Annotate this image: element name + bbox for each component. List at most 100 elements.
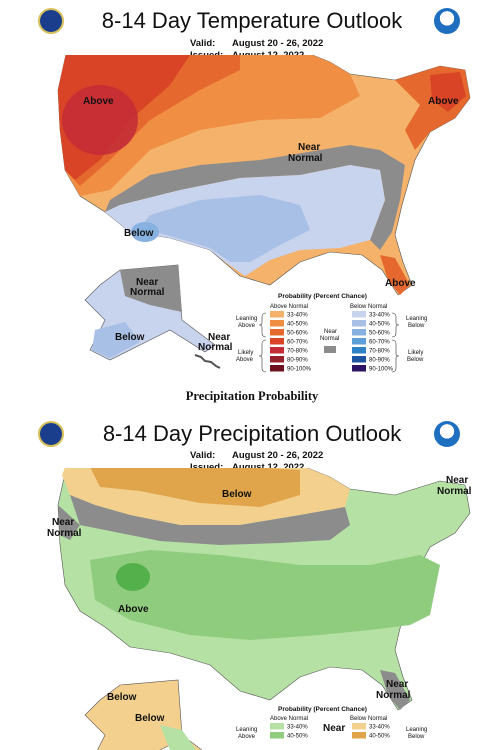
temperature-map: Above Above Near Normal Below Above Near N… <box>57 55 471 373</box>
doc-seal-icon <box>38 421 64 447</box>
alaska-near-normal <box>120 265 182 312</box>
legend-below-label: 40-50% <box>369 734 390 740</box>
legend-title: Probability (Percent Chance) <box>278 706 367 713</box>
legend-likely-below: Likely Below <box>407 350 424 363</box>
region-label-below: Below <box>222 489 252 500</box>
legend-near-swatch <box>324 346 336 353</box>
legend-leaning-below: Leaning Below <box>406 727 427 740</box>
region-label-near-normal-northeast: Near Normal <box>437 475 472 497</box>
page-title: 8-14 Day Precipitation Outlook <box>102 421 402 446</box>
region-label-above: Above <box>118 604 149 615</box>
legend-title: Probability (Percent Chance) <box>278 293 367 300</box>
legend-above-label: 60-70% <box>287 340 308 346</box>
valid-label: Valid: <box>190 38 216 49</box>
above-core <box>116 563 150 591</box>
doc-seal-icon <box>38 8 64 34</box>
legend-below-label: 33-40% <box>369 313 390 319</box>
legend-below-swatch <box>352 356 366 363</box>
legend-above-swatch <box>270 356 284 363</box>
legend-below-swatch <box>352 311 366 318</box>
region-label-near-south: Near <box>323 723 345 734</box>
region-label-above-florida: Above <box>385 278 416 289</box>
above-40-50 <box>90 550 440 640</box>
noaa-logo-icon <box>434 421 460 447</box>
normal-word: Normal <box>288 153 323 164</box>
legend-above-swatch <box>270 329 284 336</box>
region-label-above-west: Above <box>83 96 114 107</box>
legend-above-label: 90-100% <box>287 367 312 373</box>
florida-near <box>380 670 410 710</box>
region-label-alaska-below-2: Below <box>135 713 165 724</box>
below-core <box>90 468 300 507</box>
legend-below-swatch <box>352 320 366 327</box>
near-word: Near <box>298 142 320 153</box>
legend-below-label: 70-80% <box>369 349 390 355</box>
region-label-above-northeast: Above <box>428 96 459 107</box>
florida-above <box>380 255 410 295</box>
legend-leaning-below: Leaning Below <box>406 316 427 329</box>
legend-above-swatch <box>270 365 284 372</box>
below-core-2 <box>131 222 159 242</box>
near-normal-band <box>70 495 350 545</box>
legend-leaning-above: Leaning Above <box>236 316 257 329</box>
northwest-near-normal <box>58 505 80 540</box>
legend-above-swatch <box>270 347 284 354</box>
legend-above-label: 50-60% <box>287 331 308 337</box>
legend-brace-left <box>258 312 267 373</box>
legend-above-swatch <box>270 338 284 345</box>
region-label-alaska-near: Near Normal <box>130 277 165 298</box>
region-label-near-normal: Near Normal <box>288 142 323 164</box>
valid-dates: August 20 - 26, 2022 <box>232 450 324 461</box>
precipitation-legend: Probability (Percent Chance) Above Norma… <box>236 706 427 740</box>
legend-below-header: Below Normal <box>350 304 387 310</box>
legend-above-header: Above Normal <box>270 716 308 722</box>
legend-above-label: 80-90% <box>287 358 308 364</box>
legend-above-label: 70-80% <box>287 349 308 355</box>
legend-below-swatch <box>352 365 366 372</box>
page-title: 8-14 Day Temperature Outlook <box>101 8 403 33</box>
legend-below-swatch <box>352 732 366 739</box>
legend-below-swatch <box>352 723 366 730</box>
legend-above-label: 33-40% <box>287 313 308 319</box>
region-label-alaska-below: Below <box>107 692 137 703</box>
legend-above-swatch <box>270 320 284 327</box>
alaska-below-core <box>92 322 140 358</box>
separator-heading: Precipitation Probability <box>185 389 319 403</box>
legend-above-swatch <box>270 311 284 318</box>
region-label-near-normal-west: Near Normal <box>47 517 82 539</box>
valid-label: Valid: <box>190 450 216 461</box>
temperature-outlook-panel: 8-14 Day Temperature Outlook Valid: Augus… <box>38 8 471 373</box>
precipitation-map: Below Near Normal Near Normal Above Near B… <box>47 468 472 750</box>
legend-below-label: 80-90% <box>369 358 390 364</box>
legend-above-label: 33-40% <box>287 725 308 731</box>
hawaii-islands <box>194 354 221 369</box>
legend-below-swatch <box>352 347 366 354</box>
region-label-near-normal-florida: Near Normal <box>376 679 411 701</box>
near-normal-band <box>105 145 405 250</box>
legend-below-swatch <box>352 338 366 345</box>
legend-below-label: 60-70% <box>369 340 390 346</box>
precipitation-outlook-panel: 8-14 Day Precipitation Outlook Valid: Aug… <box>0 415 504 750</box>
legend-above-swatch <box>270 732 284 739</box>
legend-brace-right <box>391 312 400 373</box>
temperature-legend: Probability (Percent Chance) Above Norma… <box>236 293 427 373</box>
legend-near-normal: Near Normal <box>320 329 339 342</box>
legend-below-label: 50-60% <box>369 331 390 337</box>
legend-below-header: Below Normal <box>350 716 387 722</box>
legend-likely-above: Likely Above <box>236 350 254 363</box>
valid-dates: August 20 - 26, 2022 <box>232 38 324 49</box>
legend-below-label: 40-50% <box>369 322 390 328</box>
alaska-green <box>160 725 197 750</box>
region-label-hawaii-near: Near Normal <box>198 332 233 353</box>
legend-above-swatch <box>270 723 284 730</box>
noaa-logo-icon <box>434 8 460 34</box>
legend-below-label: 90-100% <box>369 367 394 373</box>
legend-above-label: 40-50% <box>287 322 308 328</box>
region-label-alaska-below: Below <box>115 332 145 343</box>
northeast-above-core <box>430 72 466 112</box>
legend-above-label: 40-50% <box>287 734 308 740</box>
band-70-80 <box>62 85 138 155</box>
region-label-below: Below <box>124 228 154 239</box>
legend-above-header: Above Normal <box>270 304 308 310</box>
legend-leaning-above: Leaning Above <box>236 727 257 740</box>
